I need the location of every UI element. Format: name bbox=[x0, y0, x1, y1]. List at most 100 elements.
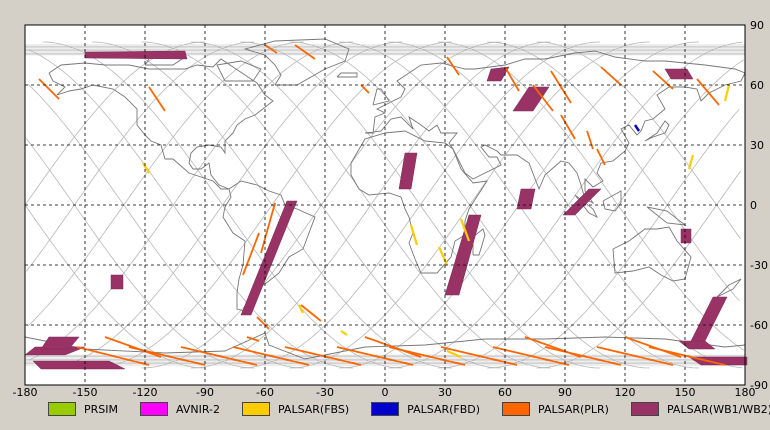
coastline bbox=[24, 332, 746, 360]
legend-label: PALSAR(FBD) bbox=[407, 402, 481, 416]
palsar-plr-strip bbox=[492, 346, 570, 366]
palsar-plr-strip bbox=[180, 346, 258, 366]
palsar-plr-strip bbox=[596, 346, 674, 366]
legend-swatch bbox=[140, 402, 168, 416]
orbit-track bbox=[42, 41, 403, 369]
latitude-tick-label: 30 bbox=[750, 139, 764, 152]
coastline bbox=[336, 72, 358, 78]
longitude-tick-label: -30 bbox=[316, 386, 334, 399]
palsar-fbs-strip bbox=[437, 246, 449, 266]
longitude-tick-label: 180 bbox=[735, 386, 756, 399]
palsar-plr-strip bbox=[264, 44, 278, 54]
palsar-plr-strip bbox=[600, 66, 622, 86]
longitude-tick-label: -90 bbox=[196, 386, 214, 399]
latitude-tick-label: 90 bbox=[750, 19, 764, 32]
palsar-wb-swath bbox=[110, 274, 124, 290]
legend: PRSIM AVNIR-2 PALSAR(FBS) PALSAR(FBD) PA… bbox=[48, 402, 770, 416]
legend-swatch bbox=[48, 402, 76, 416]
palsar-plr-strip bbox=[360, 84, 370, 94]
latitude-tick-label: -30 bbox=[750, 259, 768, 272]
orbit-track bbox=[240, 41, 601, 369]
coastline bbox=[364, 50, 746, 205]
palsar-plr-strip bbox=[294, 44, 316, 60]
map-frame bbox=[24, 24, 746, 386]
latitude-tick-label: 60 bbox=[750, 79, 764, 92]
palsar-fbs-strip bbox=[446, 349, 462, 359]
latitude-axis: 90 60 30 0 -30 -60 -90 bbox=[750, 19, 768, 392]
coastline bbox=[48, 58, 274, 190]
legend-swatch bbox=[241, 402, 270, 416]
palsar-fbs-strip bbox=[723, 84, 731, 102]
palsar-wb-swath bbox=[680, 228, 692, 244]
longitude-tick-label: -150 bbox=[73, 386, 98, 399]
legend-item-palsar-fbs: PALSAR(FBS) bbox=[241, 402, 350, 416]
longitude-tick-label: -180 bbox=[13, 386, 38, 399]
palsar-fbs-strip bbox=[340, 330, 348, 336]
orbit-track bbox=[437, 59, 745, 369]
palsar-fbs-strip bbox=[142, 162, 150, 174]
palsar-plr-strip bbox=[596, 148, 606, 166]
coastline bbox=[716, 278, 742, 298]
palsar-wb-swath bbox=[240, 200, 298, 316]
palsar-plr-strip bbox=[544, 346, 622, 366]
palsar-plr-strip bbox=[246, 336, 260, 342]
longitude-tick-label: -120 bbox=[133, 386, 158, 399]
palsar-wb-swath bbox=[32, 360, 126, 370]
orbit-track bbox=[388, 41, 743, 369]
palsar-plr-strip bbox=[232, 346, 310, 366]
coastline bbox=[372, 88, 390, 106]
coastline bbox=[216, 60, 262, 82]
palsar-plr-strip bbox=[532, 84, 554, 112]
orbit-track bbox=[437, 41, 745, 351]
palsar-plr-strip bbox=[260, 202, 276, 254]
orbit-track bbox=[487, 41, 740, 302]
coastline bbox=[243, 38, 350, 86]
palsar-plr-strip bbox=[652, 70, 674, 90]
longitude-tick-label: 120 bbox=[615, 386, 636, 399]
legend-item-avnir2: AVNIR-2 bbox=[140, 402, 220, 416]
legend-label: PALSAR(WB1/WB2) bbox=[666, 402, 770, 416]
palsar-fbs-strip bbox=[298, 304, 304, 314]
coastline bbox=[644, 120, 670, 142]
palsar-plr-strip bbox=[336, 346, 414, 366]
legend-item-palsar-fbd: PALSAR(FBD) bbox=[371, 402, 480, 416]
palsar-wb-swath bbox=[678, 340, 716, 350]
orbit-track bbox=[190, 41, 551, 369]
legend-label: AVNIR-2 bbox=[176, 402, 220, 416]
legend-label: PALSAR(FBS) bbox=[277, 402, 350, 416]
coastline bbox=[574, 194, 599, 219]
legend-swatch bbox=[630, 402, 659, 416]
longitude-tick-label: 0 bbox=[382, 386, 389, 399]
palsar-wb-swath bbox=[444, 214, 482, 296]
palsar-wb-swath bbox=[40, 336, 80, 350]
palsar-plr-strip bbox=[550, 70, 572, 104]
palsar-plr-strip bbox=[300, 304, 322, 322]
palsar-wb-swath bbox=[562, 188, 602, 216]
longitude-tick-label: 150 bbox=[675, 386, 696, 399]
palsar-plr-strip bbox=[560, 114, 576, 140]
legend-swatch bbox=[371, 402, 400, 416]
palsar-plr-strip bbox=[364, 336, 422, 358]
legend-label: PRSIM bbox=[84, 402, 118, 416]
palsar-plr-strip bbox=[76, 346, 150, 366]
palsar-fbs-strip bbox=[409, 224, 419, 246]
palsar-wb-swath bbox=[664, 68, 694, 80]
palsar-plr-strip bbox=[446, 56, 460, 76]
longitude-axis: -180 -150 -120 -90 -60 -30 0 30 60 90 120 150 180 bbox=[13, 386, 756, 399]
legend-item-palsar-wb: PALSAR(WB1/WB2) bbox=[630, 402, 770, 416]
orbit-track bbox=[29, 41, 354, 361]
observation-swaths bbox=[24, 44, 748, 370]
longitude-tick-label: -60 bbox=[256, 386, 274, 399]
orbit-track bbox=[26, 138, 255, 369]
palsar-wb-swath bbox=[84, 50, 188, 60]
legend-item-palsar-plr: PALSAR(PLR) bbox=[502, 402, 609, 416]
longitude-tick-label: 30 bbox=[438, 386, 452, 399]
palsar-plr-strip bbox=[38, 78, 60, 100]
legend-item-prism: PRSIM bbox=[48, 402, 118, 416]
palsar-plr-strip bbox=[148, 86, 166, 112]
longitude-tick-label: 60 bbox=[498, 386, 512, 399]
world-map: -180 -150 -120 -90 -60 -30 0 30 60 90 120 150 180 90… bbox=[13, 19, 768, 399]
palsar-plr-strip bbox=[440, 346, 518, 366]
coastline bbox=[350, 130, 488, 274]
latitude-tick-label: -60 bbox=[750, 319, 768, 332]
